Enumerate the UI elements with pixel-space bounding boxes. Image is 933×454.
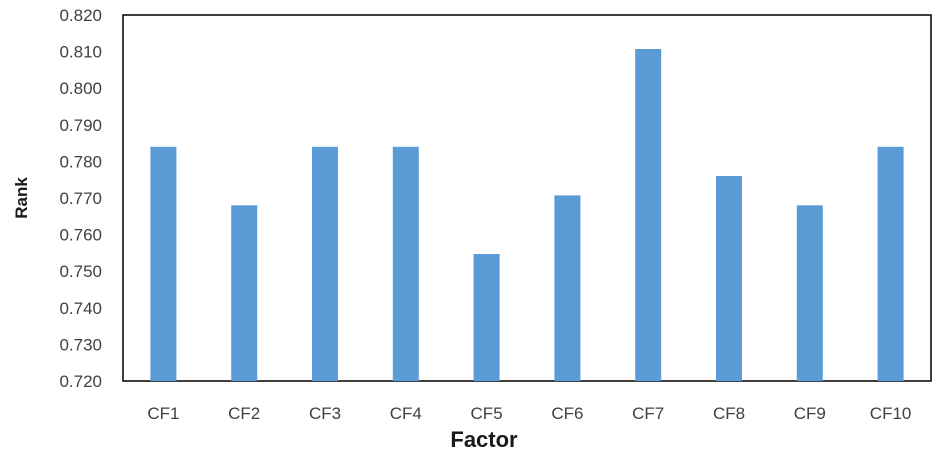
- y-tick-label: 0.750: [59, 262, 102, 281]
- y-tick-label: 0.730: [59, 335, 102, 354]
- x-tick-label-cf9: CF9: [794, 404, 826, 423]
- bar-cf8: [716, 176, 742, 381]
- y-tick-label: 0.820: [59, 6, 102, 25]
- bars-group: [150, 49, 904, 381]
- x-tick-label-cf5: CF5: [471, 404, 503, 423]
- bar-cf4: [392, 146, 419, 381]
- bar-cf1: [150, 146, 177, 381]
- y-tick-label: 0.740: [59, 299, 102, 318]
- x-tick-label-cf8: CF8: [713, 404, 745, 423]
- x-tick-label-cf1: CF1: [147, 404, 179, 423]
- x-axis-title: Factor: [450, 427, 518, 452]
- bar-cf3: [312, 146, 338, 381]
- x-tick-label-cf10: CF10: [870, 404, 912, 423]
- y-tick-label: 0.800: [59, 79, 102, 98]
- bar-cf6: [554, 195, 581, 381]
- bar-cf2: [231, 205, 258, 381]
- x-tick-label-cf7: CF7: [632, 404, 664, 423]
- y-tick-label: 0.780: [59, 152, 102, 171]
- y-tick-label: 0.720: [59, 372, 102, 391]
- bar-cf5: [473, 254, 500, 381]
- x-tick-labels: CF1 CF2 CF3 CF4 CF5 CF6 CF7 CF8 CF9 CF10: [147, 404, 911, 423]
- y-tick-label: 0.770: [59, 189, 102, 208]
- x-tick-label-cf2: CF2: [228, 404, 260, 423]
- x-tick-label-cf6: CF6: [551, 404, 583, 423]
- y-tick-label: 0.810: [59, 43, 102, 62]
- y-tick-labels: 0.720 0.730 0.740 0.750 0.760 0.770 0.780 0.790…: [59, 6, 102, 391]
- y-tick-label: 0.760: [59, 226, 102, 245]
- y-axis-title: Rank: [12, 177, 31, 219]
- x-tick-label-cf4: CF4: [390, 404, 422, 423]
- plot-frame: [122, 14, 932, 382]
- bar-cf9: [796, 205, 823, 381]
- bar-cf10: [877, 146, 904, 381]
- x-tick-label-cf3: CF3: [309, 404, 341, 423]
- y-tick-label: 0.790: [59, 116, 102, 135]
- bar-cf7: [635, 49, 662, 381]
